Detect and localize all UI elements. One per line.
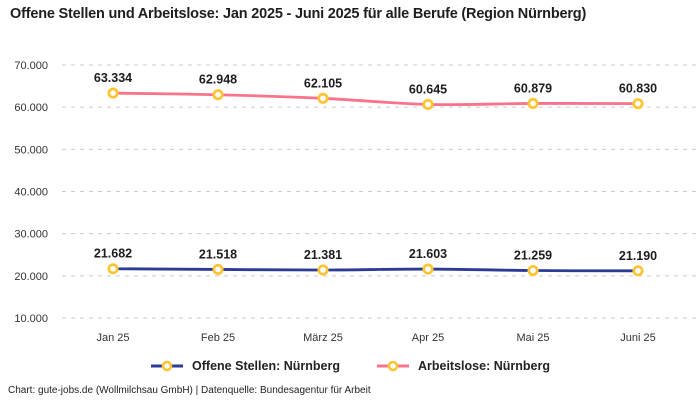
data-point-marker[interactable] [632, 265, 644, 277]
legend-line-marker-icon [376, 360, 409, 372]
data-point-marker[interactable] [107, 87, 119, 99]
legend-marker-ring [161, 360, 173, 372]
x-axis-tick-label: Feb 25 [201, 332, 235, 344]
data-point-label: 21.682 [94, 247, 132, 261]
line-chart: 70.000 60.000 50.000 40.000 30.000 20.000 10.0… [14, 60, 698, 344]
data-point-label: 21.603 [409, 247, 447, 261]
x-axis-tick-label: Mai 25 [516, 332, 549, 344]
legend-label-offene-stellen: Offene Stellen: Nürnberg [192, 359, 340, 373]
data-point-label: 21.518 [199, 247, 237, 261]
data-point-marker[interactable] [527, 97, 539, 110]
legend-item-offene-stellen[interactable]: Offene Stellen: Nürnberg [150, 359, 340, 373]
data-point-label: 60.830 [619, 82, 657, 96]
data-point-label: 62.948 [199, 73, 237, 87]
y-axis-tick-label: 20.000 [14, 271, 48, 283]
y-axis-tick-label: 10.000 [14, 313, 48, 325]
data-point-label: 21.190 [619, 249, 657, 263]
legend-marker-ring [387, 360, 399, 372]
data-point-marker[interactable] [422, 98, 434, 110]
data-point-label: 63.334 [94, 71, 132, 85]
data-point-marker[interactable] [527, 264, 539, 277]
legend-label-arbeitslose: Arbeitslose: Nürnberg [417, 359, 550, 373]
data-point-marker[interactable] [107, 263, 119, 275]
data-point-label: 60.645 [409, 82, 447, 96]
y-axis-tick-label: 30.000 [14, 229, 48, 241]
x-axis-tick-label: Juni 25 [620, 332, 655, 344]
data-point-label: 21.259 [514, 249, 552, 263]
data-point-marker[interactable] [317, 264, 329, 276]
data-point-marker[interactable] [212, 263, 224, 275]
data-point-label: 62.105 [304, 76, 342, 90]
series-line-1 [111, 91, 640, 107]
data-point-marker[interactable] [632, 98, 644, 110]
y-axis-tick-label: 70.000 [14, 60, 48, 72]
chart-attribution: Chart: gute-jobs.de (Wollmilchsau GmbH) … [8, 385, 371, 396]
y-axis-tick-label: 50.000 [14, 144, 48, 156]
legend-line-marker-icon [151, 360, 184, 372]
data-point-label: 60.879 [514, 81, 552, 95]
data-point-marker[interactable] [317, 92, 329, 104]
legend-item-arbeitslose[interactable]: Arbeitslose: Nürnberg [376, 359, 550, 373]
y-axis-tick-label: 60.000 [14, 102, 48, 114]
x-axis-tick-label: Apr 25 [412, 332, 444, 344]
data-point-marker[interactable] [422, 263, 434, 275]
chart-legend: Offene Stellen: Nürnberg Arbeitslose: Nü… [0, 359, 700, 373]
series-line-0 [111, 267, 640, 273]
data-point-marker[interactable] [212, 89, 224, 101]
x-axis-tick-label: März 25 [303, 332, 343, 344]
data-point-label: 21.381 [304, 248, 342, 262]
y-axis-tick-label: 40.000 [14, 187, 48, 199]
chart-title: Offene Stellen und Arbeitslose: Jan 2025… [10, 6, 587, 22]
x-axis-tick-label: Jan 25 [96, 332, 129, 344]
